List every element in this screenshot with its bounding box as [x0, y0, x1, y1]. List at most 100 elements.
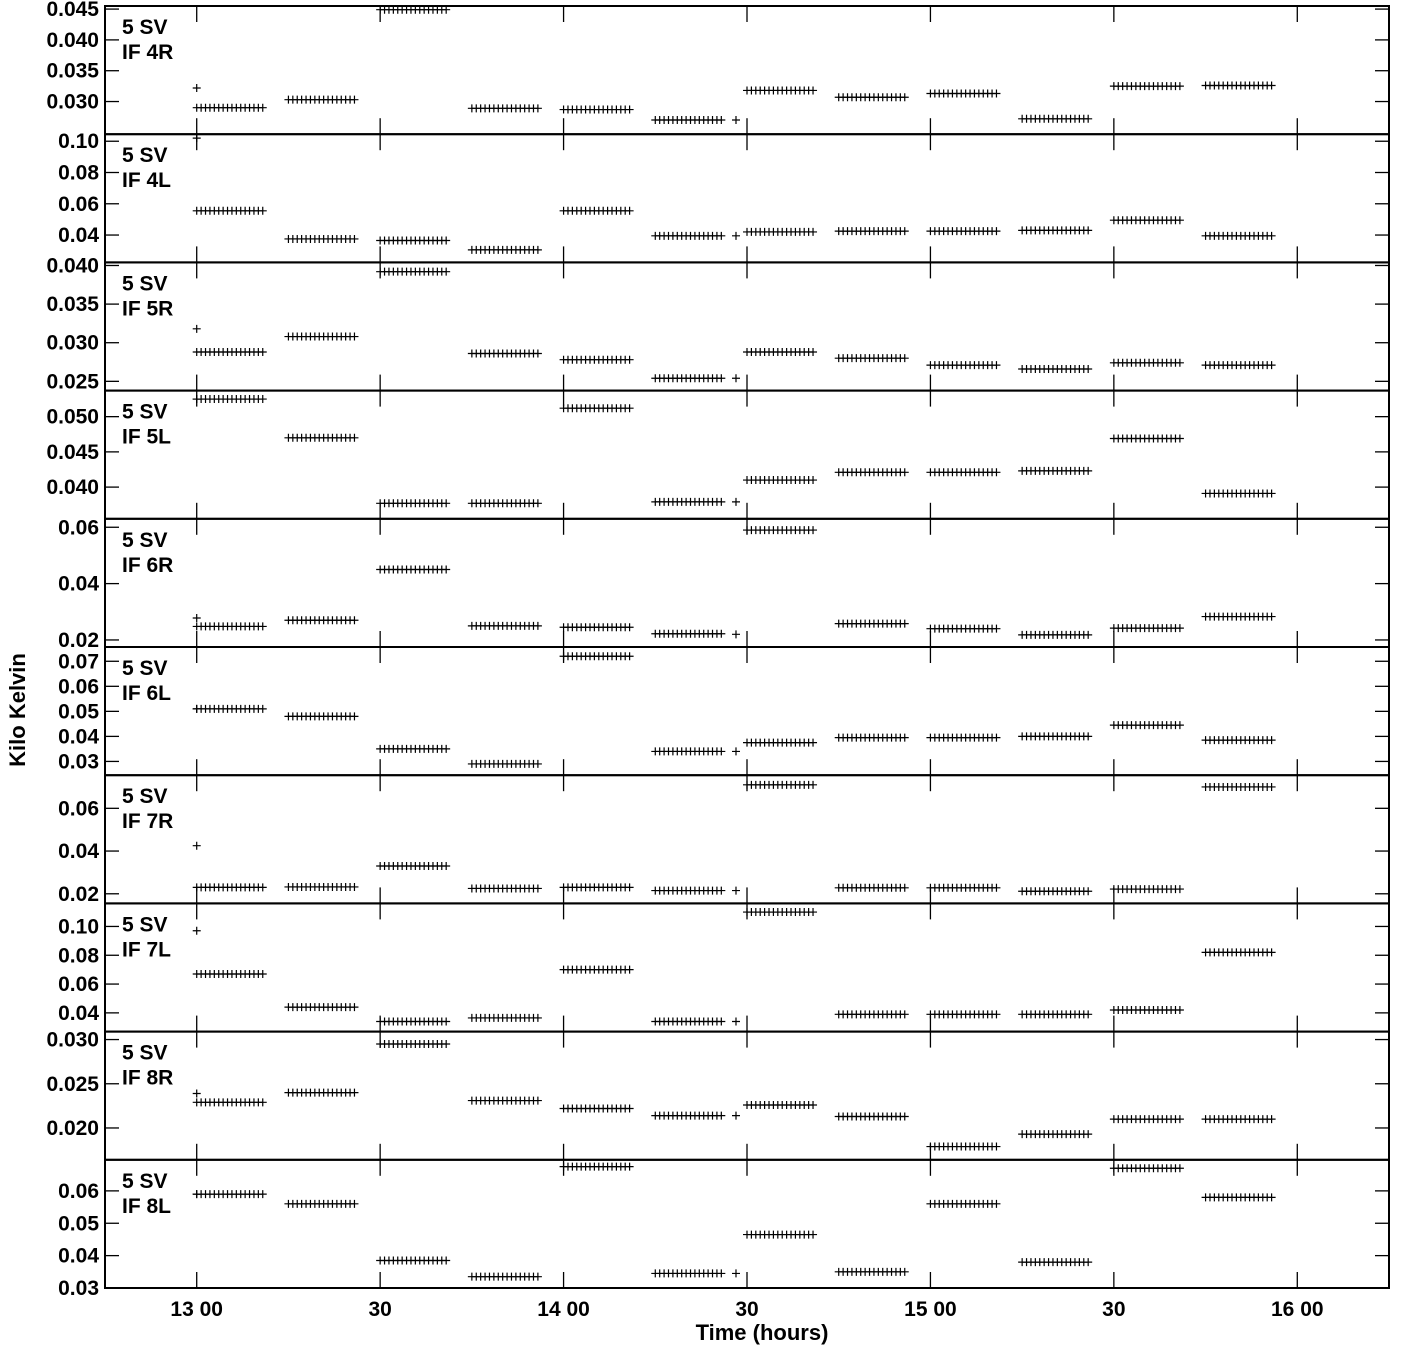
- data-point: [1175, 434, 1184, 443]
- data-series-scan: [559, 652, 634, 661]
- data-point: [1175, 82, 1184, 91]
- data-series-scan: [1109, 358, 1184, 367]
- data-series-scan: [559, 1162, 634, 1171]
- y-tick-label: 0.035: [46, 60, 99, 83]
- data-series-scan: [1018, 364, 1093, 373]
- data-point: [717, 1269, 726, 1278]
- data-point: [350, 712, 359, 721]
- data-point: [1175, 721, 1184, 730]
- data-series-scan: [1018, 630, 1093, 639]
- data-point: [625, 1104, 634, 1113]
- data-series-scan: [926, 624, 1001, 633]
- data-point: [992, 733, 1001, 742]
- data-point: [350, 1003, 359, 1012]
- data-series-scan: [192, 1190, 267, 1199]
- data-point: [258, 1098, 267, 1107]
- y-tick-label: 0.02: [58, 629, 99, 652]
- panel-frame: [104, 517, 1390, 648]
- data-point: [900, 227, 909, 236]
- panel-if-label: IF 6L: [122, 682, 171, 705]
- data-point: [992, 468, 1001, 477]
- y-tick-label: 0.030: [46, 332, 99, 355]
- y-tick-label: 0.10: [58, 130, 99, 153]
- data-series-scan: [834, 883, 909, 892]
- y-tick-label: 0.030: [46, 1029, 99, 1052]
- panel-source-label: 5 SV: [122, 913, 168, 936]
- panel-source-label: 5 SV: [122, 401, 168, 424]
- y-tick-label: 0.05: [58, 1212, 99, 1235]
- data-point: [442, 1256, 451, 1265]
- data-series-scan: [1201, 948, 1276, 957]
- data-series-scan: [192, 206, 267, 215]
- y-tick-label: 0.040: [46, 476, 99, 499]
- panel-if-label: IF 7R: [122, 810, 173, 833]
- data-series-scan: [192, 969, 267, 978]
- data-point: [625, 105, 634, 114]
- y-tick-label: 0.045: [46, 441, 99, 464]
- y-tick-label: 0.07: [58, 650, 99, 673]
- data-series-scan: [926, 1142, 1001, 1151]
- data-series-scan: [1018, 1010, 1093, 1019]
- data-point: [533, 104, 542, 113]
- y-tick-label: 0.050: [46, 406, 99, 429]
- data-series-scan: [743, 476, 818, 485]
- data-series-scan: [1201, 231, 1276, 240]
- x-tick-label: 30: [1102, 1298, 1125, 1321]
- data-point: [717, 231, 726, 240]
- data-point-lone: [192, 134, 201, 143]
- panel-source-label: 5 SV: [122, 272, 168, 295]
- data-point: [717, 1017, 726, 1026]
- data-series-scan: [376, 1017, 451, 1026]
- data-point: [258, 622, 267, 631]
- data-series-scan: [834, 619, 909, 628]
- data-point: [900, 733, 909, 742]
- data-series-scan: [284, 616, 359, 625]
- data-series-scan: [834, 354, 909, 363]
- data-point: [442, 499, 451, 508]
- data-point: [900, 354, 909, 363]
- data-point: [350, 95, 359, 104]
- data-series-scan: [192, 622, 267, 631]
- panel-source-label: 5 SV: [122, 785, 168, 808]
- y-tick-label: 0.04: [58, 725, 99, 748]
- data-series-scan: [834, 1267, 909, 1276]
- data-series-scan: [284, 95, 359, 104]
- data-point: [1267, 948, 1276, 957]
- data-point: [625, 206, 634, 215]
- data-point: [1084, 466, 1093, 475]
- data-series-scan: [192, 704, 267, 713]
- data-point: [350, 1199, 359, 1208]
- data-series-scan: [467, 245, 542, 254]
- y-tick-label: 0.040: [46, 254, 99, 277]
- data-series-scan: [1109, 1115, 1184, 1124]
- data-point: [1267, 736, 1276, 745]
- data-series-scan: [559, 404, 634, 413]
- data-point: [992, 1142, 1001, 1151]
- data-series-scan: [559, 965, 634, 974]
- panel-source-label: 5 SV: [122, 529, 168, 552]
- x-axis: 13 00 30 14 00 30 15 00 30 16 00: [170, 1298, 1323, 1321]
- data-series-scan: [467, 349, 542, 358]
- data-point: [442, 267, 451, 276]
- data-point: [900, 619, 909, 628]
- data-series-scan: [467, 1272, 542, 1281]
- y-tick-label: 0.03: [58, 750, 99, 773]
- data-point-lone: [731, 886, 740, 895]
- y-tick-label: 0.05: [58, 700, 99, 723]
- data-point: [809, 738, 818, 747]
- data-series-scan: [1109, 82, 1184, 91]
- data-series-scan: [284, 332, 359, 341]
- data-point: [350, 882, 359, 891]
- data-point: [533, 1096, 542, 1105]
- data-point: [442, 236, 451, 245]
- data-series-scan: [834, 1010, 909, 1019]
- data-point: [992, 361, 1001, 370]
- data-point: [442, 1017, 451, 1026]
- data-series-scan: [1201, 361, 1276, 370]
- data-point: [442, 744, 451, 753]
- data-series-scan: [651, 116, 726, 125]
